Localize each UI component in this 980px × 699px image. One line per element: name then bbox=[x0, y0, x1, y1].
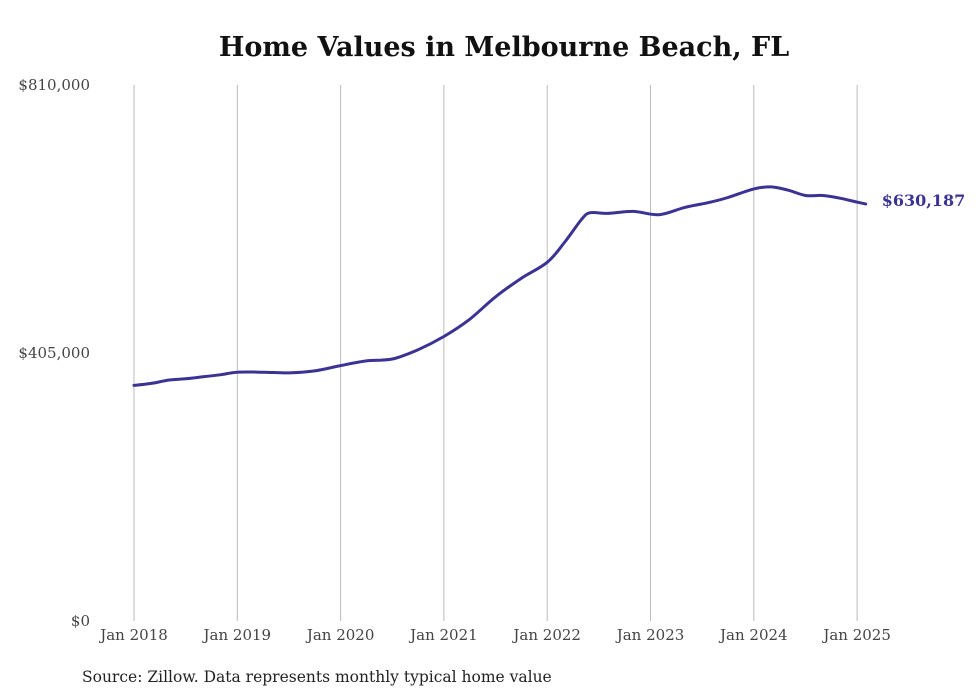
chart-title: Home Values in Melbourne Beach, FL bbox=[218, 32, 790, 63]
y-axis: $0 $405,000 $810,000 bbox=[18, 76, 90, 630]
x-tick-label: Jan 2019 bbox=[202, 626, 272, 644]
x-tick-label: Jan 2022 bbox=[511, 626, 581, 644]
x-axis: Jan 2018 Jan 2019 Jan 2020 Jan 2021 Jan 2022… bbox=[98, 626, 891, 644]
y-tick-label: $405,000 bbox=[18, 344, 90, 362]
x-tick-label: Jan 2021 bbox=[408, 626, 478, 644]
source-note: Source: Zillow. Data represents monthly … bbox=[82, 668, 552, 686]
gridlines bbox=[133, 85, 858, 621]
x-tick-label: Jan 2018 bbox=[98, 626, 168, 644]
end-value-label-group: $630,187 bbox=[882, 191, 966, 210]
x-tick-label: Jan 2024 bbox=[718, 626, 788, 644]
end-value-label: $630,187 bbox=[882, 191, 966, 210]
y-tick-label: $810,000 bbox=[18, 76, 90, 94]
x-tick-label: Jan 2025 bbox=[821, 626, 891, 644]
x-tick-label: Jan 2020 bbox=[305, 626, 375, 644]
y-tick-label: $0 bbox=[71, 612, 90, 630]
series-line bbox=[132, 185, 868, 387]
x-tick-label: Jan 2023 bbox=[615, 626, 685, 644]
series bbox=[132, 185, 868, 387]
